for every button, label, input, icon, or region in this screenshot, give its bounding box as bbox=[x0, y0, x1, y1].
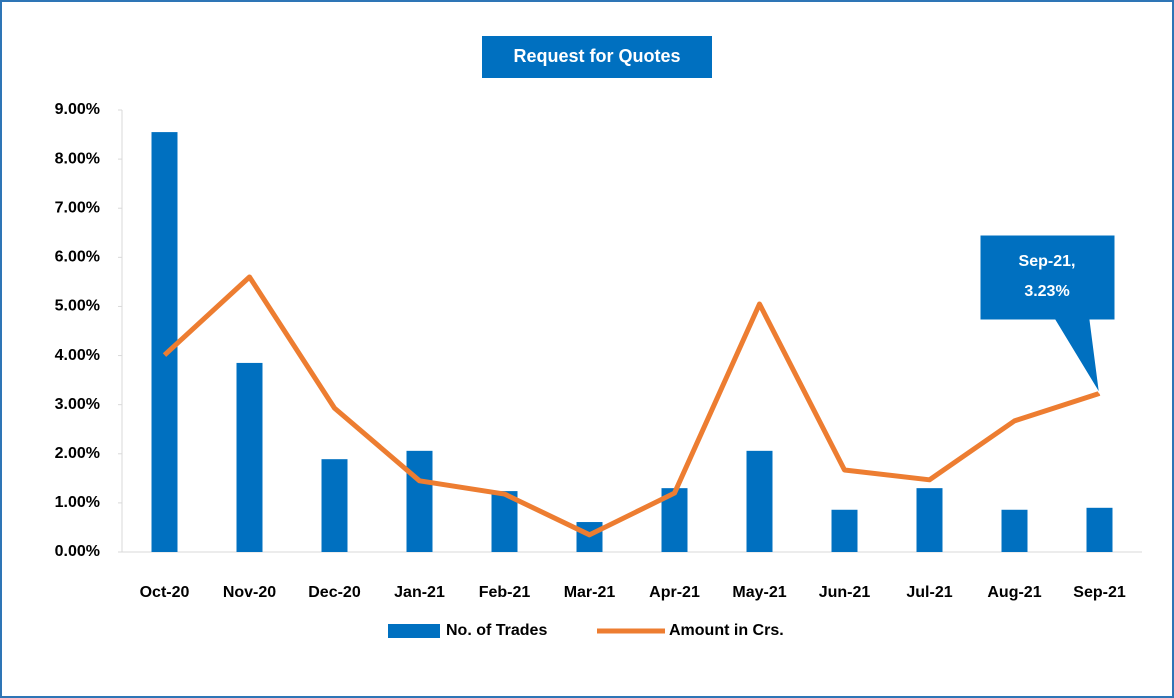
chart-title: Request for Quotes bbox=[513, 46, 680, 66]
y-tick-label: 2.00% bbox=[55, 445, 100, 462]
annotation-box bbox=[979, 234, 1116, 394]
legend-swatch bbox=[388, 624, 440, 638]
x-tick-label: May-21 bbox=[732, 584, 786, 601]
line bbox=[162, 274, 1101, 538]
x-tick-label: Jan-21 bbox=[394, 584, 445, 601]
y-tick-label: 7.00% bbox=[55, 199, 100, 216]
y-tick-label: 6.00% bbox=[55, 249, 100, 266]
x-tick-label: Jul-21 bbox=[906, 584, 952, 601]
bar bbox=[1001, 509, 1028, 552]
bar bbox=[1086, 507, 1113, 552]
title-box bbox=[482, 36, 712, 78]
bar bbox=[746, 450, 773, 552]
bar bbox=[916, 488, 943, 552]
bar bbox=[491, 491, 518, 552]
annotation-text: 3.23% bbox=[1024, 283, 1069, 300]
x-tick-label: Sep-21 bbox=[1073, 584, 1126, 601]
x-tick-label: Feb-21 bbox=[479, 584, 531, 601]
y-tick-label: 8.00% bbox=[55, 150, 100, 167]
bar bbox=[151, 132, 178, 552]
x-tick-label: Dec-20 bbox=[308, 584, 361, 601]
y-tick-label: 0.00% bbox=[55, 543, 100, 560]
x-tick-label: Jun-21 bbox=[819, 584, 871, 601]
y-tick-label: 5.00% bbox=[55, 298, 100, 315]
bar bbox=[236, 362, 263, 552]
bar bbox=[406, 450, 433, 552]
annotation-text: Sep-21, bbox=[1019, 253, 1076, 270]
x-tick-label: Oct-20 bbox=[140, 584, 190, 601]
bar bbox=[321, 459, 348, 552]
x-tick-label: Mar-21 bbox=[564, 584, 616, 601]
y-tick-label: 9.00% bbox=[55, 101, 100, 118]
legend-label: No. of Trades bbox=[446, 622, 547, 639]
bar bbox=[831, 509, 858, 552]
x-tick-label: Aug-21 bbox=[987, 584, 1041, 601]
x-tick-label: Apr-21 bbox=[649, 584, 700, 601]
y-tick-label: 1.00% bbox=[55, 494, 100, 511]
x-tick-label: Nov-20 bbox=[223, 584, 276, 601]
legend-label: Amount in Crs. bbox=[669, 622, 784, 639]
y-tick-label: 3.00% bbox=[55, 396, 100, 413]
y-tick-label: 4.00% bbox=[55, 347, 100, 364]
